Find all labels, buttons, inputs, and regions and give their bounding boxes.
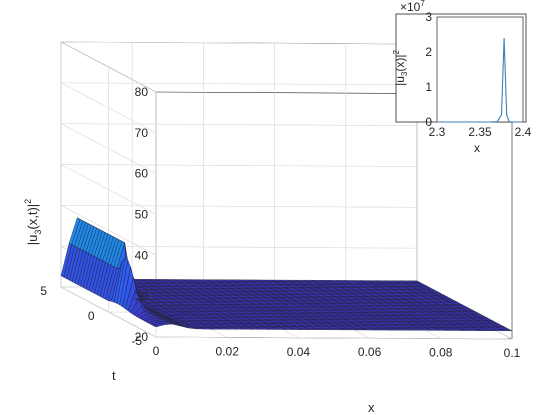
inset-x-tick-label: 2.3 bbox=[429, 125, 446, 139]
inset-y-tick-label: 0 bbox=[425, 115, 432, 129]
inset-series-line bbox=[437, 37, 523, 123]
inset-y-label: |u3(x)|2 bbox=[392, 50, 409, 86]
t-tick-label: 5 bbox=[40, 284, 47, 298]
z-gridline bbox=[60, 82, 418, 86]
inset-x-label: x bbox=[474, 141, 480, 155]
z-gridline bbox=[60, 41, 418, 45]
z-tick-label: 30 bbox=[135, 289, 149, 303]
z-gridline bbox=[60, 164, 418, 167]
x-tick-label: 0.08 bbox=[429, 346, 453, 360]
inset-axes: ×107 |u3(x)|2 x 0 1 2 3 2.3 2.35 2.4 bbox=[392, 0, 532, 155]
z-axis-label: |u3(x,t)|2 bbox=[23, 199, 43, 245]
inset-y-tick-label: 2 bbox=[425, 45, 432, 59]
surface-patch bbox=[152, 323, 165, 328]
tick-labels: 20 30 40 50 60 70 80 0 0.02 0.04 0.06 0.08 0.1 -5 0 5 bbox=[40, 85, 520, 360]
x-tick-label: 0 bbox=[153, 344, 160, 358]
z-tick-label: 60 bbox=[135, 167, 149, 181]
x-tick-label: 0.1 bbox=[504, 346, 521, 360]
z-gridline bbox=[60, 123, 418, 127]
t-axis-label: t bbox=[112, 368, 116, 383]
z-tick-label: 70 bbox=[135, 126, 149, 140]
inset-x-tick-label: 2.4 bbox=[515, 125, 532, 139]
x-tick-label: 0.04 bbox=[287, 345, 311, 359]
x-axis-label: x bbox=[368, 400, 375, 415]
x-tick-label: 0.02 bbox=[216, 344, 240, 358]
z-gridline bbox=[60, 204, 418, 208]
t-tick-label: -5 bbox=[131, 334, 142, 348]
inset-plot-area bbox=[436, 16, 524, 123]
z-tick-label: 20 bbox=[135, 330, 149, 344]
z-tick-label: 80 bbox=[135, 85, 149, 99]
inset-y-tick-label: 3 bbox=[425, 10, 432, 24]
t-tick-label: 0 bbox=[88, 309, 95, 323]
inset-exponent-label: ×107 bbox=[400, 0, 425, 14]
inset-x-tick-label: 2.35 bbox=[468, 125, 492, 139]
x-tick-label: 0.06 bbox=[358, 345, 382, 359]
surface-plot bbox=[60, 217, 513, 331]
inset-y-tick-label: 1 bbox=[425, 80, 432, 94]
z-tick-label: 40 bbox=[135, 248, 149, 262]
z-tick-label: 50 bbox=[135, 208, 149, 222]
t-gridline bbox=[155, 336, 513, 340]
